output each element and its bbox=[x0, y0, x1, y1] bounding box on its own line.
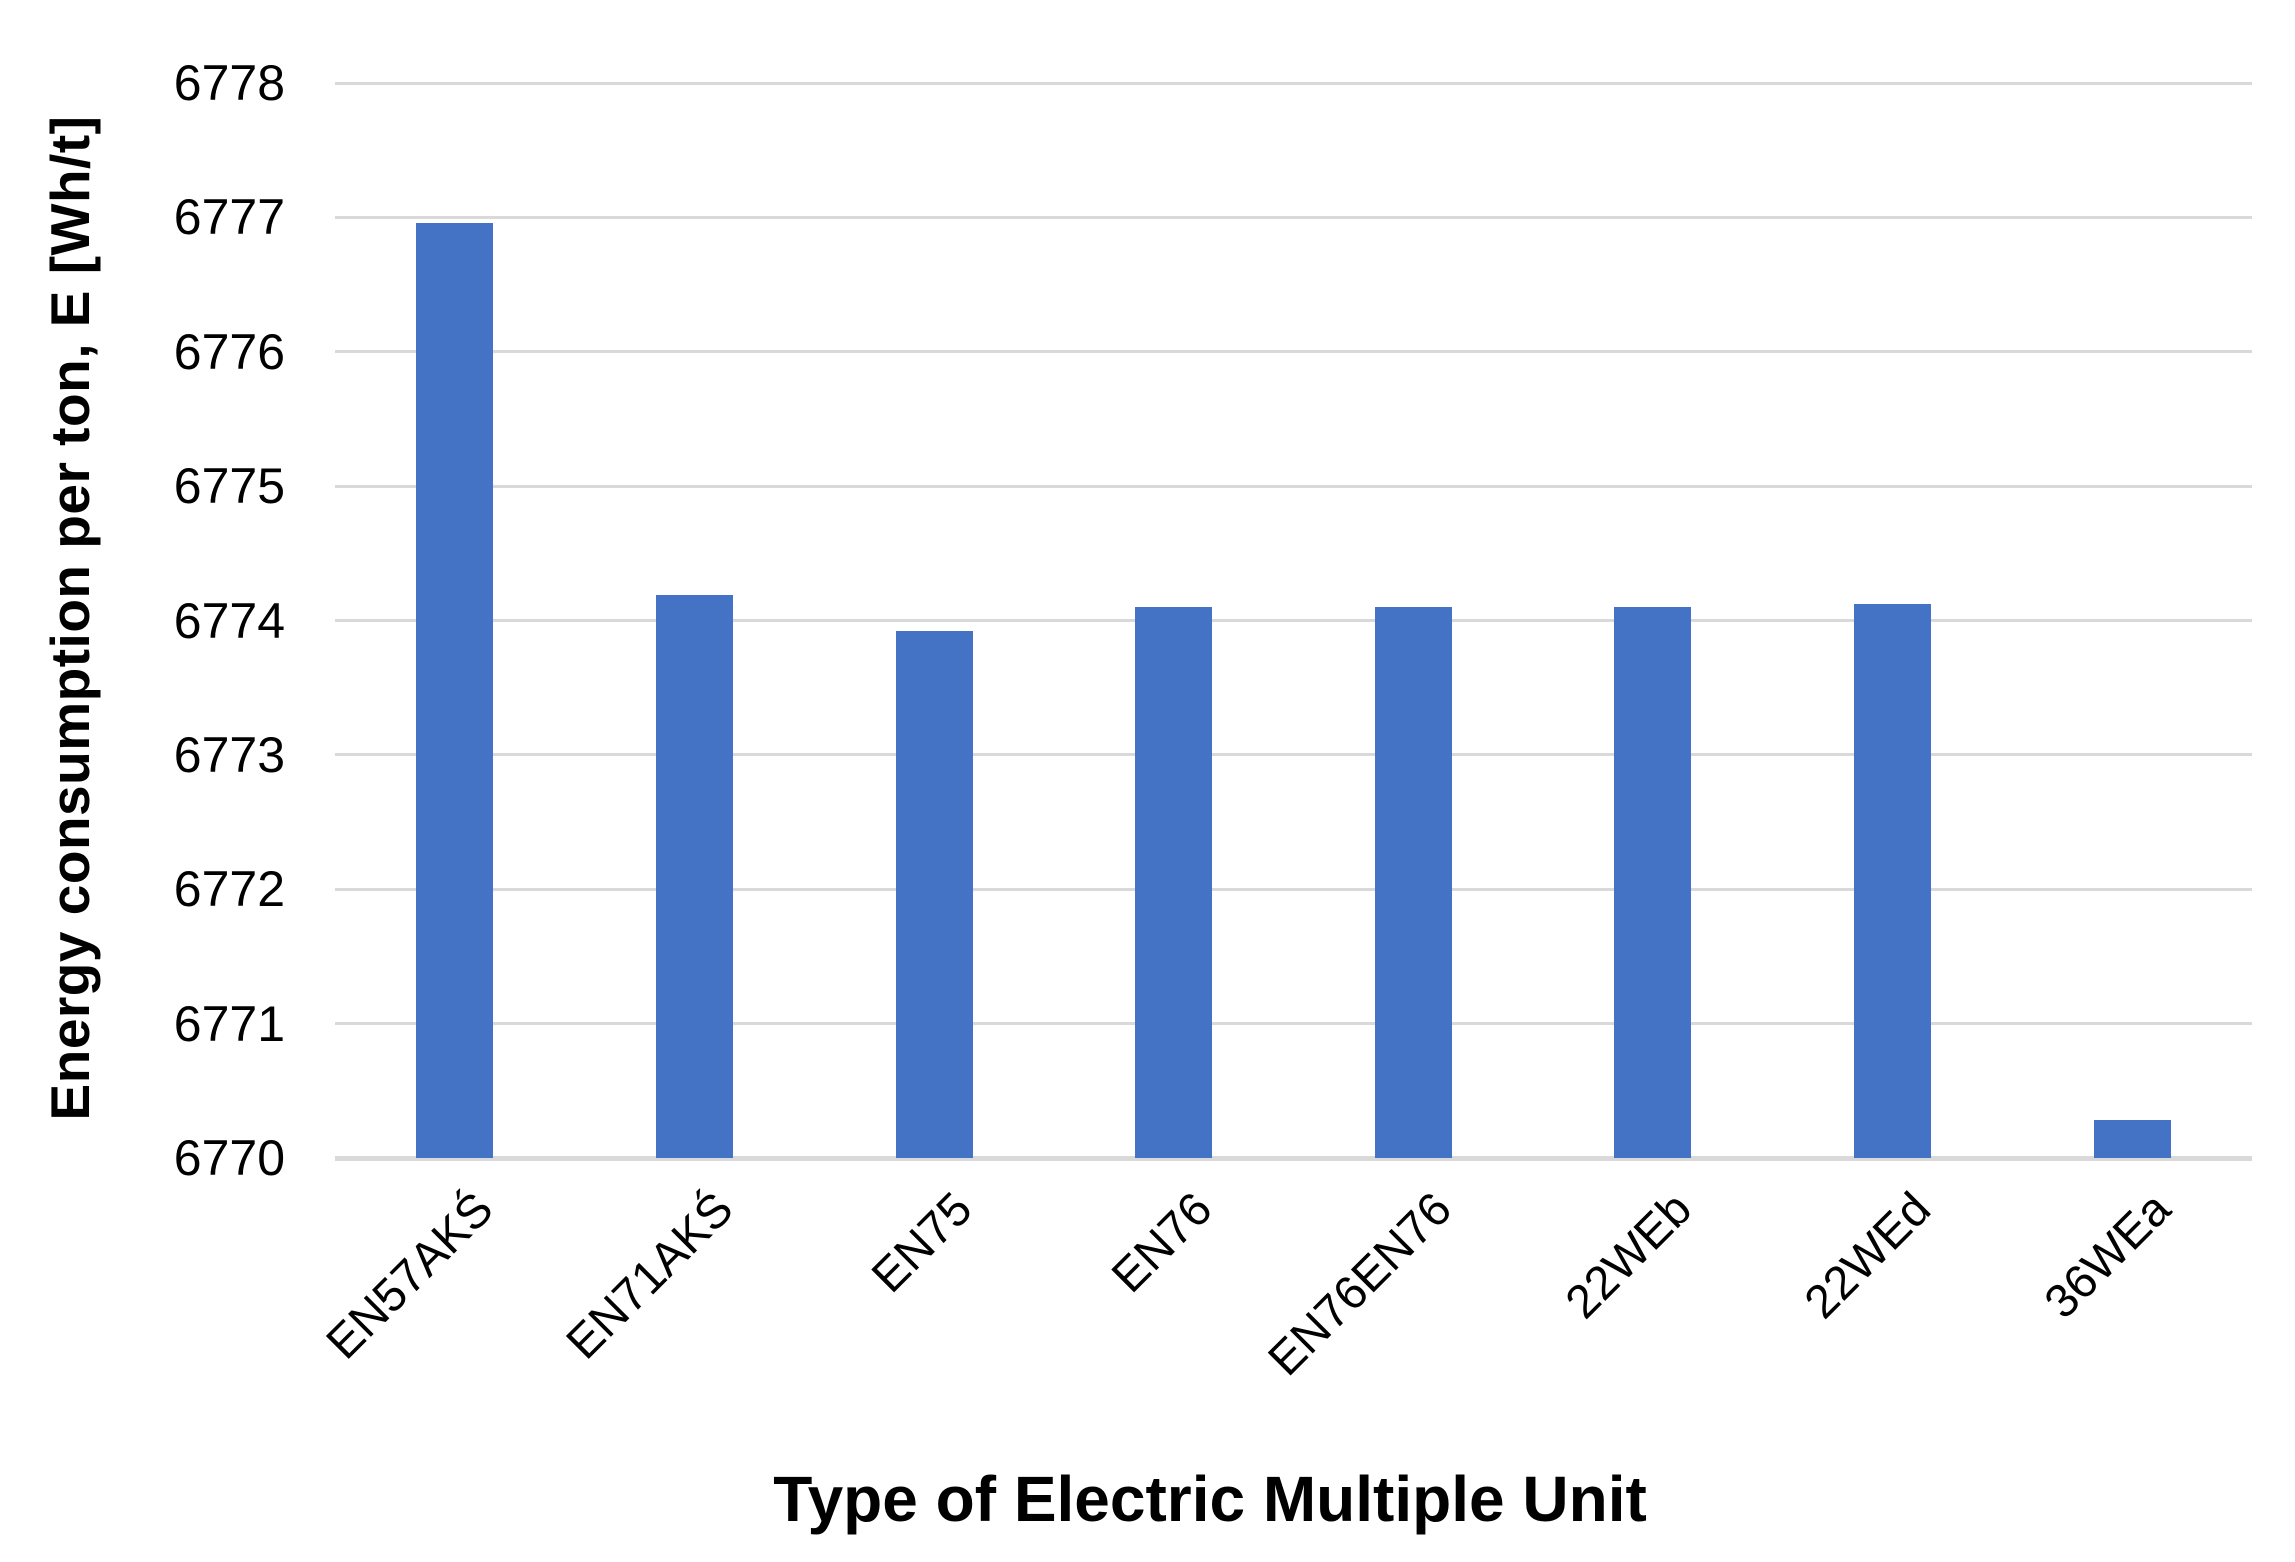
x-category-label: EN76EN76 bbox=[1257, 1181, 1462, 1386]
bar bbox=[895, 631, 973, 1158]
gridline bbox=[335, 1022, 2252, 1026]
x-category-label: EN75 bbox=[861, 1181, 983, 1303]
x-category-label: 22WEd bbox=[1794, 1181, 1941, 1329]
gridline bbox=[335, 887, 2252, 891]
y-tick-label: 6778 bbox=[173, 55, 285, 111]
y-tick-label: 6777 bbox=[173, 189, 285, 246]
x-category-label: EN71AKŚ bbox=[555, 1181, 743, 1369]
bar bbox=[2093, 1120, 2171, 1158]
y-tick-label: 6772 bbox=[173, 861, 285, 918]
bar bbox=[1135, 607, 1213, 1158]
bar bbox=[416, 222, 494, 1158]
x-axis-line bbox=[335, 1156, 2252, 1161]
x-category-label: 36WEa bbox=[2033, 1181, 2181, 1329]
y-tick-label: 6775 bbox=[173, 458, 285, 515]
gridline bbox=[335, 81, 2252, 85]
y-tick-label: 6773 bbox=[173, 726, 285, 783]
y-tick-label: 6770 bbox=[173, 1130, 285, 1186]
x-category-label: 22WEb bbox=[1554, 1181, 1701, 1329]
x-category-label: EN76 bbox=[1101, 1181, 1222, 1303]
x-category-label: EN57AKŚ bbox=[315, 1181, 503, 1369]
bar bbox=[1374, 607, 1452, 1158]
bar bbox=[1614, 607, 1692, 1158]
bar bbox=[1854, 604, 1932, 1158]
gridline bbox=[335, 484, 2252, 488]
bar bbox=[655, 594, 733, 1158]
gridline bbox=[335, 215, 2252, 219]
gridline bbox=[335, 350, 2252, 354]
y-tick-label: 6771 bbox=[173, 995, 285, 1052]
y-tick-label: 6776 bbox=[173, 323, 285, 380]
x-axis-title: Type of Electric Multiple Unit bbox=[773, 1463, 1647, 1535]
gridline bbox=[335, 753, 2252, 757]
gridline bbox=[335, 619, 2252, 622]
y-tick-label: 6774 bbox=[173, 592, 285, 649]
